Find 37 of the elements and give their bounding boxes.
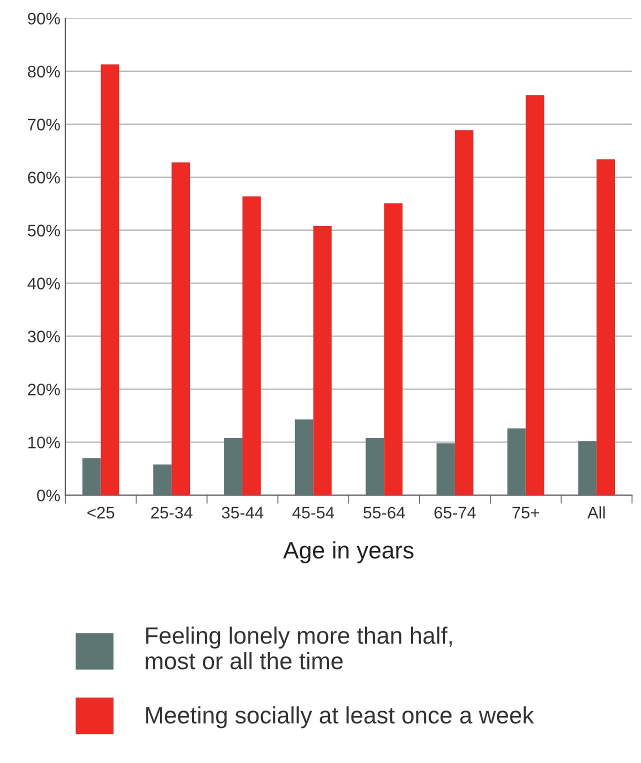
x-tick-label: 35-44 (222, 506, 264, 519)
y-tick-label: 20% (28, 384, 60, 396)
bar (313, 226, 332, 496)
y-tick-label: 50% (28, 224, 60, 236)
bar (153, 464, 172, 496)
x-tick-label: 45-54 (292, 506, 334, 519)
x-tick-label: 65-74 (434, 506, 476, 519)
bar (100, 64, 120, 496)
bar (507, 428, 526, 496)
y-tick-label: 70% (28, 118, 60, 130)
y-tick-label: 40% (28, 278, 60, 290)
bar (82, 458, 101, 496)
y-tick-label: 60% (28, 172, 60, 184)
y-tick-label: 80% (28, 66, 60, 78)
x-tick-label: All (587, 506, 605, 518)
bar (384, 203, 403, 496)
bar (454, 130, 474, 496)
bar (366, 438, 384, 496)
y-tick-label: 10% (28, 436, 60, 448)
bar (578, 441, 597, 496)
bar (294, 419, 314, 496)
x-tick-label: 55-64 (363, 506, 405, 519)
bar (224, 438, 242, 496)
bar (436, 443, 455, 496)
bar (242, 196, 261, 496)
bar (596, 159, 616, 496)
bar (526, 95, 544, 496)
y-tick-label: 30% (28, 330, 60, 342)
x-tick-label: 75+ (512, 506, 540, 519)
y-tick-label: 0% (37, 490, 60, 502)
bar (172, 162, 190, 496)
x-tick-label: <25 (87, 506, 114, 519)
x-axis-title: Age in years (283, 541, 414, 564)
legend-label: Meeting socially at least once a week (146, 706, 534, 728)
y-tick-label: 90% (28, 12, 60, 25)
x-tick-label: 25-34 (151, 506, 192, 519)
legend-label: Feeling lonely more than half, most or all the time (146, 626, 452, 670)
